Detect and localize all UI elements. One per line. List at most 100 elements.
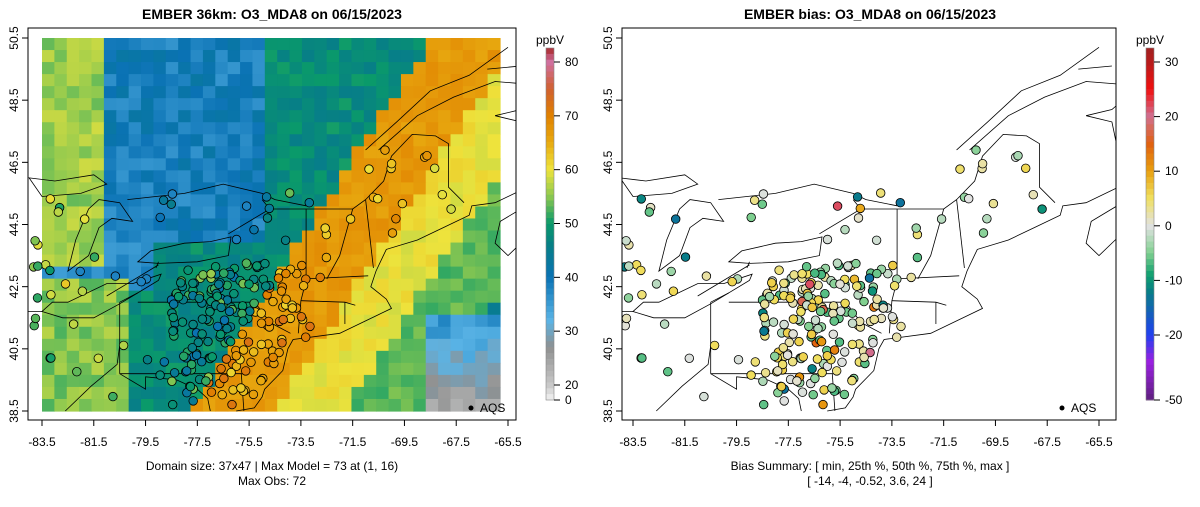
grid-cell [314,134,328,147]
grid-cell [339,278,353,292]
grid-cell [289,230,303,244]
grid-cell [153,110,167,123]
grid-cell [351,398,365,412]
grid-cell [264,38,278,51]
grid-cell [190,158,204,171]
station-marker [936,214,947,224]
grid-cell [339,338,353,352]
colorbar-swatch [546,71,554,78]
grid-cell [178,302,192,316]
grid-cell [438,134,452,147]
y-tick-label: 46.5 [601,150,615,174]
station-marker [864,273,875,283]
grid-cell [400,74,414,87]
station-marker [273,273,284,283]
grid-cell [66,218,80,232]
grid-cell [240,122,254,135]
grid-cell [153,290,167,304]
grid-cell [289,338,303,352]
grid-cell [128,74,142,87]
lake-outline [67,199,134,273]
grid-cell [425,50,439,63]
state-border [119,292,138,303]
x-tick-label: -75.5 [235,435,263,449]
grid-cell [388,386,402,400]
grid-cell [438,338,452,352]
station-marker [93,353,104,364]
grid-cell [91,266,105,280]
station-marker [268,296,278,307]
station-marker [237,308,247,319]
grid-cell [400,86,414,99]
station-marker [219,373,229,384]
grid-cell [54,146,68,159]
grid-cell [128,182,142,196]
right-title: EMBER bias: O3_MDA8 on 06/15/2023 [744,6,996,22]
colorbar-swatch [1146,71,1154,78]
grid-cell [388,74,402,87]
station-marker [227,399,237,410]
aqs-legend-label: AQS [480,401,505,415]
grid-cell [103,338,117,352]
grid-cell [314,302,328,316]
station-marker [851,258,861,269]
grid-cell [326,350,340,364]
grid-cell [363,362,377,376]
station-marker [193,337,204,348]
grid-cell [190,254,204,268]
colorbar-swatch [1146,282,1154,290]
colorbar-swatch [546,124,554,131]
grid-cell [116,314,130,328]
grid-cell [153,134,167,147]
colorbar-swatch [1146,171,1154,178]
grid-cell [301,86,315,99]
grid-cell [363,374,377,388]
station-marker [298,281,309,291]
grid-cell [339,314,353,328]
left-title: EMBER 36km: O3_MDA8 on 06/15/2023 [142,6,402,22]
grid-cell [240,98,254,111]
grid-cell [376,350,390,364]
grid-cell [240,206,254,220]
grid-cell [400,362,414,376]
grid-cell [165,74,179,87]
colorbar-swatch [1146,353,1154,360]
x-tick-label: -83.5 [28,435,56,449]
grid-cell [363,98,377,111]
station-marker [191,350,202,360]
grid-cell [400,38,414,51]
grid-cell [400,374,414,388]
lake-outline [41,273,162,319]
grid-cell [487,314,501,328]
y-tick-label: 40.5 [601,337,615,361]
station-marker [758,376,768,387]
x-tick-label: -81.5 [671,435,699,449]
x-tick-label: -65.5 [494,435,522,449]
grid-cell [116,194,130,208]
grid-cell [425,182,439,196]
grid-cell [351,146,365,159]
station-marker [159,357,170,367]
state-border [106,264,159,297]
grid-cell [450,62,464,75]
grid-cell [91,182,105,196]
grid-cell [326,110,340,123]
grid-cell [425,302,439,316]
grid-cell [153,230,167,244]
colorbar-swatch [546,394,554,401]
grid-cell [277,254,291,268]
grid-cell [425,122,439,135]
grid-cell [202,62,216,75]
station-marker [212,291,222,301]
grid-cell [339,182,353,196]
station-marker [839,389,850,400]
colorbar-swatch [1146,188,1154,196]
station-marker [789,270,799,280]
grid-cell [462,158,476,171]
grid-cell [178,122,192,135]
lake-outline [658,199,725,273]
station-marker [60,279,71,289]
grid-cell [413,134,427,147]
grid-cell [116,110,130,123]
y-tick-label: 40.5 [7,337,21,361]
